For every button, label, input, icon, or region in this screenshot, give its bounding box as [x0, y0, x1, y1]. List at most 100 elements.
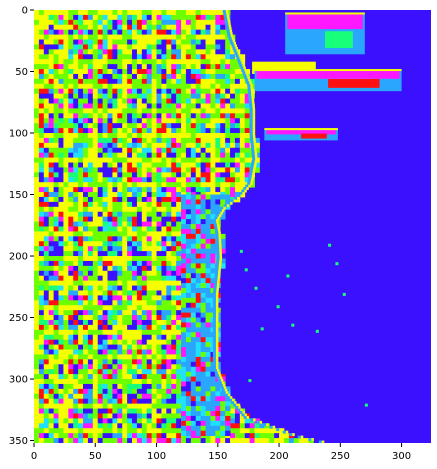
- park-cell: [190, 415, 197, 422]
- land-cell: [185, 167, 192, 173]
- land-cell: [156, 177, 162, 183]
- land-cell: [117, 226, 123, 232]
- land-cell: [73, 398, 79, 405]
- land-cell: [38, 428, 45, 434]
- land-cell: [151, 142, 157, 149]
- land-cell: [146, 152, 153, 159]
- land-cell: [117, 78, 123, 85]
- land-cell: [48, 93, 55, 99]
- shoreline-edge: [227, 19, 231, 23]
- land-cell: [234, 64, 241, 70]
- park-cell: [190, 420, 197, 427]
- land-cell: [38, 315, 45, 321]
- land-cell: [146, 364, 153, 370]
- shoreline-edge: [215, 361, 219, 365]
- land-cell: [117, 413, 123, 419]
- land-cell: [210, 103, 216, 109]
- park-cell: [200, 356, 206, 363]
- land-cell: [53, 123, 59, 129]
- land-cell: [78, 211, 84, 218]
- land-cell: [136, 39, 143, 45]
- park-cell: [195, 356, 202, 363]
- land-cell: [68, 83, 74, 90]
- land-cell: [68, 236, 74, 242]
- land-cell: [48, 29, 55, 36]
- land-cell: [112, 211, 118, 218]
- land-cell: [171, 398, 177, 405]
- land-cell: [58, 192, 64, 198]
- land-cell: [127, 310, 133, 316]
- shoreline-strip: [237, 194, 243, 198]
- land-cell: [141, 438, 148, 443]
- land-cell: [190, 88, 197, 95]
- land-cell: [166, 270, 172, 277]
- land-cell: [83, 354, 89, 360]
- park-cell: [190, 283, 197, 289]
- land-cell: [171, 231, 177, 237]
- land-cell: [43, 295, 50, 301]
- land-cell: [200, 69, 206, 75]
- shoreline-strip: [213, 224, 219, 227]
- park-cell: [210, 283, 216, 289]
- land-cell: [151, 152, 157, 159]
- land-cell: [200, 108, 206, 114]
- land-cell: [234, 113, 241, 119]
- land-cell: [117, 162, 123, 168]
- shoreline-edge: [215, 219, 219, 222]
- land-cell: [171, 265, 177, 272]
- land-cell: [127, 44, 133, 50]
- land-cell: [68, 123, 74, 129]
- land-cell: [176, 39, 182, 45]
- land-cell: [73, 172, 79, 178]
- shoreline-edge: [244, 69, 247, 72]
- land-cell: [112, 123, 118, 129]
- land-cell: [92, 413, 99, 419]
- land-cell: [293, 438, 300, 443]
- land-cell: [53, 270, 59, 277]
- land-cell: [127, 231, 133, 237]
- land-cell: [73, 196, 79, 203]
- land-cell: [127, 172, 133, 178]
- land-cell: [92, 383, 99, 390]
- land-cell: [156, 24, 162, 31]
- land-cell: [132, 354, 138, 360]
- land-cell: [166, 290, 172, 296]
- park-cell: [210, 386, 216, 392]
- land-cell: [48, 374, 55, 380]
- land-cell: [92, 123, 99, 129]
- land-cell: [127, 216, 133, 222]
- shoreline-edge: [266, 423, 269, 427]
- land-cell: [122, 241, 128, 247]
- land-cell: [161, 10, 167, 16]
- land-cell: [249, 78, 255, 85]
- shoreline-edge: [218, 236, 222, 240]
- land-cell: [83, 49, 89, 55]
- land-cell: [107, 54, 113, 60]
- land-cell: [195, 39, 202, 45]
- land-cell: [141, 300, 148, 306]
- park-cell: [190, 425, 197, 432]
- shoreline-edge: [242, 411, 245, 414]
- land-cell: [176, 379, 182, 385]
- land-cell: [68, 241, 74, 247]
- land-cell: [136, 78, 143, 85]
- land-cell: [171, 354, 177, 360]
- land-cell: [43, 216, 50, 222]
- land-cell: [230, 152, 236, 159]
- shoreline-edge: [253, 137, 256, 141]
- land-cell: [127, 187, 133, 193]
- land-cell: [87, 211, 94, 218]
- land-cell: [146, 177, 153, 183]
- land-cell: [156, 182, 162, 188]
- land-cell: [83, 305, 89, 311]
- land-cell: [97, 192, 104, 198]
- land-cell: [156, 78, 162, 85]
- land-cell: [234, 433, 241, 439]
- land-cell: [63, 14, 69, 21]
- land-cell: [156, 10, 162, 16]
- land-cell: [161, 192, 167, 198]
- land-cell: [34, 182, 40, 188]
- land-cell: [97, 137, 104, 144]
- land-cell: [195, 113, 202, 119]
- land-cell: [156, 379, 162, 385]
